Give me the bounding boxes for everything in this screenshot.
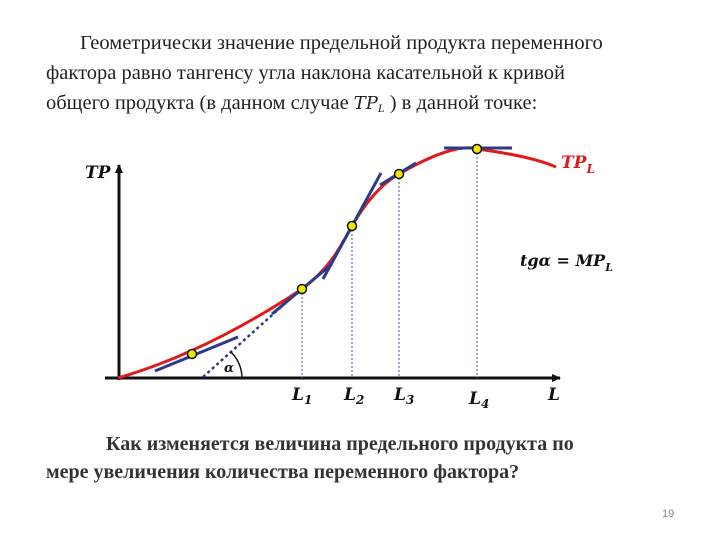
tick-label-l2: L2 — [343, 385, 364, 407]
formula-main: tgα = MP — [520, 251, 606, 270]
tangency-point-l1 — [296, 283, 308, 295]
intro-line-2: фактора равно тангенсу угла наклона каса… — [46, 62, 565, 84]
intro-line-3-end: ) в данной точке: — [384, 92, 538, 114]
y-axis-label: TP — [85, 163, 112, 183]
intro-line-3-start: общего продукта (в данном случае — [46, 92, 354, 114]
x-axis-label: L — [547, 385, 560, 405]
tick-label-l4: L4 — [468, 389, 489, 411]
tangency-point-1 — [186, 348, 198, 360]
question-text: Как изменяется величина предельного прод… — [46, 430, 692, 486]
intro-tp-symbol: TP — [353, 93, 378, 114]
tick-l4-sub: 4 — [481, 397, 489, 411]
alpha-arc — [230, 351, 243, 378]
curve-label-subscript: L — [585, 162, 594, 176]
tick-label-l3: L3 — [393, 385, 414, 407]
tangency-point-l3 — [393, 168, 405, 180]
curve-label: TPL — [561, 153, 595, 176]
question-line-2: мере увеличения количества переменного ф… — [46, 461, 520, 483]
intro-tp-subscript: L — [377, 101, 385, 115]
question-line-1: Как изменяется величина предельного прод… — [106, 433, 574, 455]
curve-label-main: TP — [561, 153, 588, 173]
slide-number: 19 — [662, 508, 675, 520]
tick-label-l1: L1 — [291, 385, 312, 407]
tick-l3-name: L — [393, 385, 406, 405]
intro-text: Геометрически значение предельной продук… — [46, 28, 698, 123]
intro-line-3: общего продукта (в данном случае TPL ) в… — [46, 88, 698, 123]
intro-line-1: Геометрически значение предельной продук… — [80, 32, 603, 54]
angle-alpha-label: α — [224, 361, 234, 376]
tangency-point-l2 — [346, 220, 358, 232]
tick-l1-name: L — [291, 385, 304, 405]
tick-l3-sub: 3 — [406, 393, 414, 407]
tp-curve — [117, 146, 557, 380]
tick-l2-sub: 2 — [355, 393, 364, 407]
formula-subscript: L — [604, 261, 613, 274]
tick-l2-name: L — [343, 385, 356, 405]
tick-l1-sub: 1 — [304, 393, 312, 407]
tangency-point-l4 — [471, 143, 483, 155]
tick-l4-name: L — [468, 389, 481, 409]
formula-label: tgα = MPL — [520, 251, 613, 274]
